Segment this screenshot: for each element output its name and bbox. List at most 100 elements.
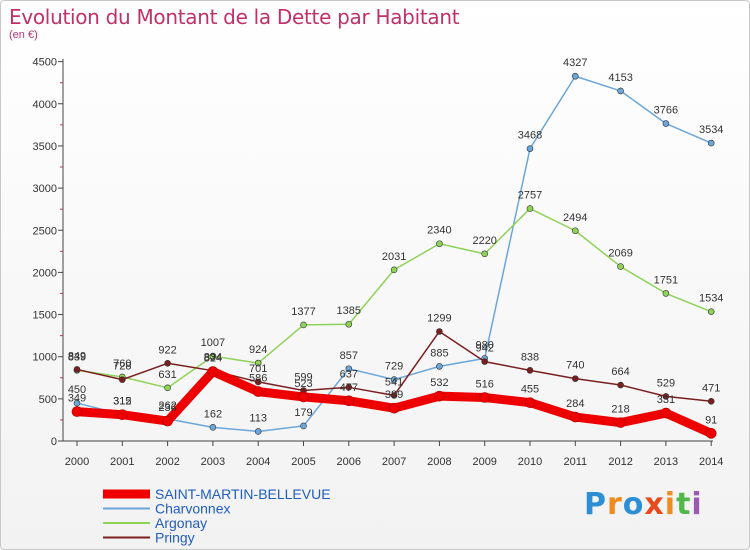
data-label: 740: [566, 360, 584, 372]
data-label: 516: [476, 379, 494, 391]
data-point: [207, 366, 219, 377]
logo-letter: i: [691, 487, 703, 522]
data-point: [434, 390, 445, 402]
data-label: 331: [657, 394, 675, 406]
y-tick-label: 0: [51, 436, 57, 448]
data-point: [73, 366, 81, 373]
data-point: [345, 384, 353, 391]
x-tick-label: 2013: [654, 456, 678, 468]
data-point: [298, 391, 309, 403]
data-label: 824: [204, 353, 222, 365]
data-point: [164, 359, 171, 367]
legend-label: Argonay: [155, 515, 207, 531]
data-label: 599: [294, 372, 312, 384]
data-point: [617, 263, 624, 270]
logo-letter: i: [664, 487, 677, 522]
y-tick-label: 3500: [33, 141, 57, 153]
data-label: 315: [113, 395, 131, 407]
y-tick-label: 2000: [33, 267, 57, 279]
data-label: 1534: [699, 293, 723, 305]
data-point: [436, 328, 443, 335]
data-point: [254, 428, 262, 435]
data-point: [209, 424, 217, 431]
data-point: [662, 120, 670, 127]
data-point: [617, 87, 624, 95]
data-point: [388, 402, 400, 414]
data-point: [617, 381, 624, 389]
data-point: [526, 205, 534, 212]
data-label: 113: [249, 412, 267, 424]
data-point: [254, 378, 262, 386]
data-point: [390, 392, 398, 399]
data-label: 924: [249, 344, 267, 356]
data-label: 664: [611, 366, 629, 378]
data-label: 162: [204, 408, 222, 420]
data-point: [390, 266, 398, 274]
data-label: 541: [385, 376, 403, 388]
data-label: 922: [158, 344, 176, 356]
data-label: 262: [158, 400, 176, 412]
chart-subtitle: (en €): [9, 29, 38, 41]
y-tick-label: 4500: [33, 57, 57, 69]
data-label: 284: [566, 398, 584, 410]
data-label: 532: [430, 377, 448, 389]
legend-label: Pringy: [155, 530, 195, 546]
data-label: 2757: [518, 190, 542, 202]
data-label: 312: [113, 396, 131, 408]
logo-letter: t: [676, 487, 692, 522]
data-label: 701: [249, 363, 267, 375]
x-tick-label: 2007: [382, 456, 406, 468]
data-label: 2494: [563, 212, 587, 224]
data-point: [524, 397, 536, 408]
x-tick-label: 2009: [472, 456, 496, 468]
data-point: [660, 407, 672, 419]
data-point: [526, 145, 534, 152]
data-label: 4153: [608, 72, 632, 84]
data-label: 834: [204, 352, 222, 364]
data-point: [119, 376, 126, 383]
data-label: 980: [476, 339, 494, 351]
data-label: 728: [113, 361, 131, 373]
data-point: [479, 392, 491, 403]
x-tick-label: 2003: [201, 456, 225, 468]
x-tick-label: 2002: [155, 456, 179, 468]
x-tick-label: 2008: [427, 456, 451, 468]
data-label: 529: [657, 377, 675, 389]
data-point: [117, 409, 128, 420]
x-tick-label: 2005: [291, 456, 315, 468]
data-point: [707, 139, 715, 147]
data-point: [569, 411, 581, 423]
data-label: 1299: [427, 312, 451, 324]
chart-title: Evolution du Montant de la Dette par Hab…: [9, 5, 460, 29]
y-tick-label: 3000: [33, 183, 57, 195]
data-label: 2220: [472, 235, 496, 247]
y-tick-label: 500: [39, 394, 57, 406]
data-point: [162, 415, 173, 427]
data-label: 3468: [518, 130, 542, 142]
data-label: 2340: [427, 225, 451, 237]
x-tick-label: 2014: [699, 456, 723, 468]
data-point: [390, 376, 398, 383]
data-point: [71, 406, 83, 417]
data-label: 849: [68, 350, 86, 362]
data-label: 942: [476, 343, 494, 355]
data-label: 91: [705, 414, 717, 426]
x-tick-label: 2006: [337, 456, 361, 468]
data-label: 389: [385, 389, 403, 401]
data-label: 1377: [291, 306, 315, 318]
data-point: [481, 358, 489, 365]
logo-letter: o: [622, 487, 645, 522]
data-label: 3766: [654, 105, 678, 117]
data-label: 839: [68, 351, 86, 363]
data-label: 729: [385, 361, 403, 373]
data-label: 3534: [699, 124, 723, 136]
data-label: 450: [68, 384, 86, 396]
data-label: 838: [521, 351, 539, 363]
data-label: 2069: [608, 248, 632, 260]
data-point: [615, 417, 626, 428]
data-point: [343, 395, 355, 407]
data-point: [526, 367, 534, 374]
y-tick-label: 1000: [33, 352, 57, 364]
